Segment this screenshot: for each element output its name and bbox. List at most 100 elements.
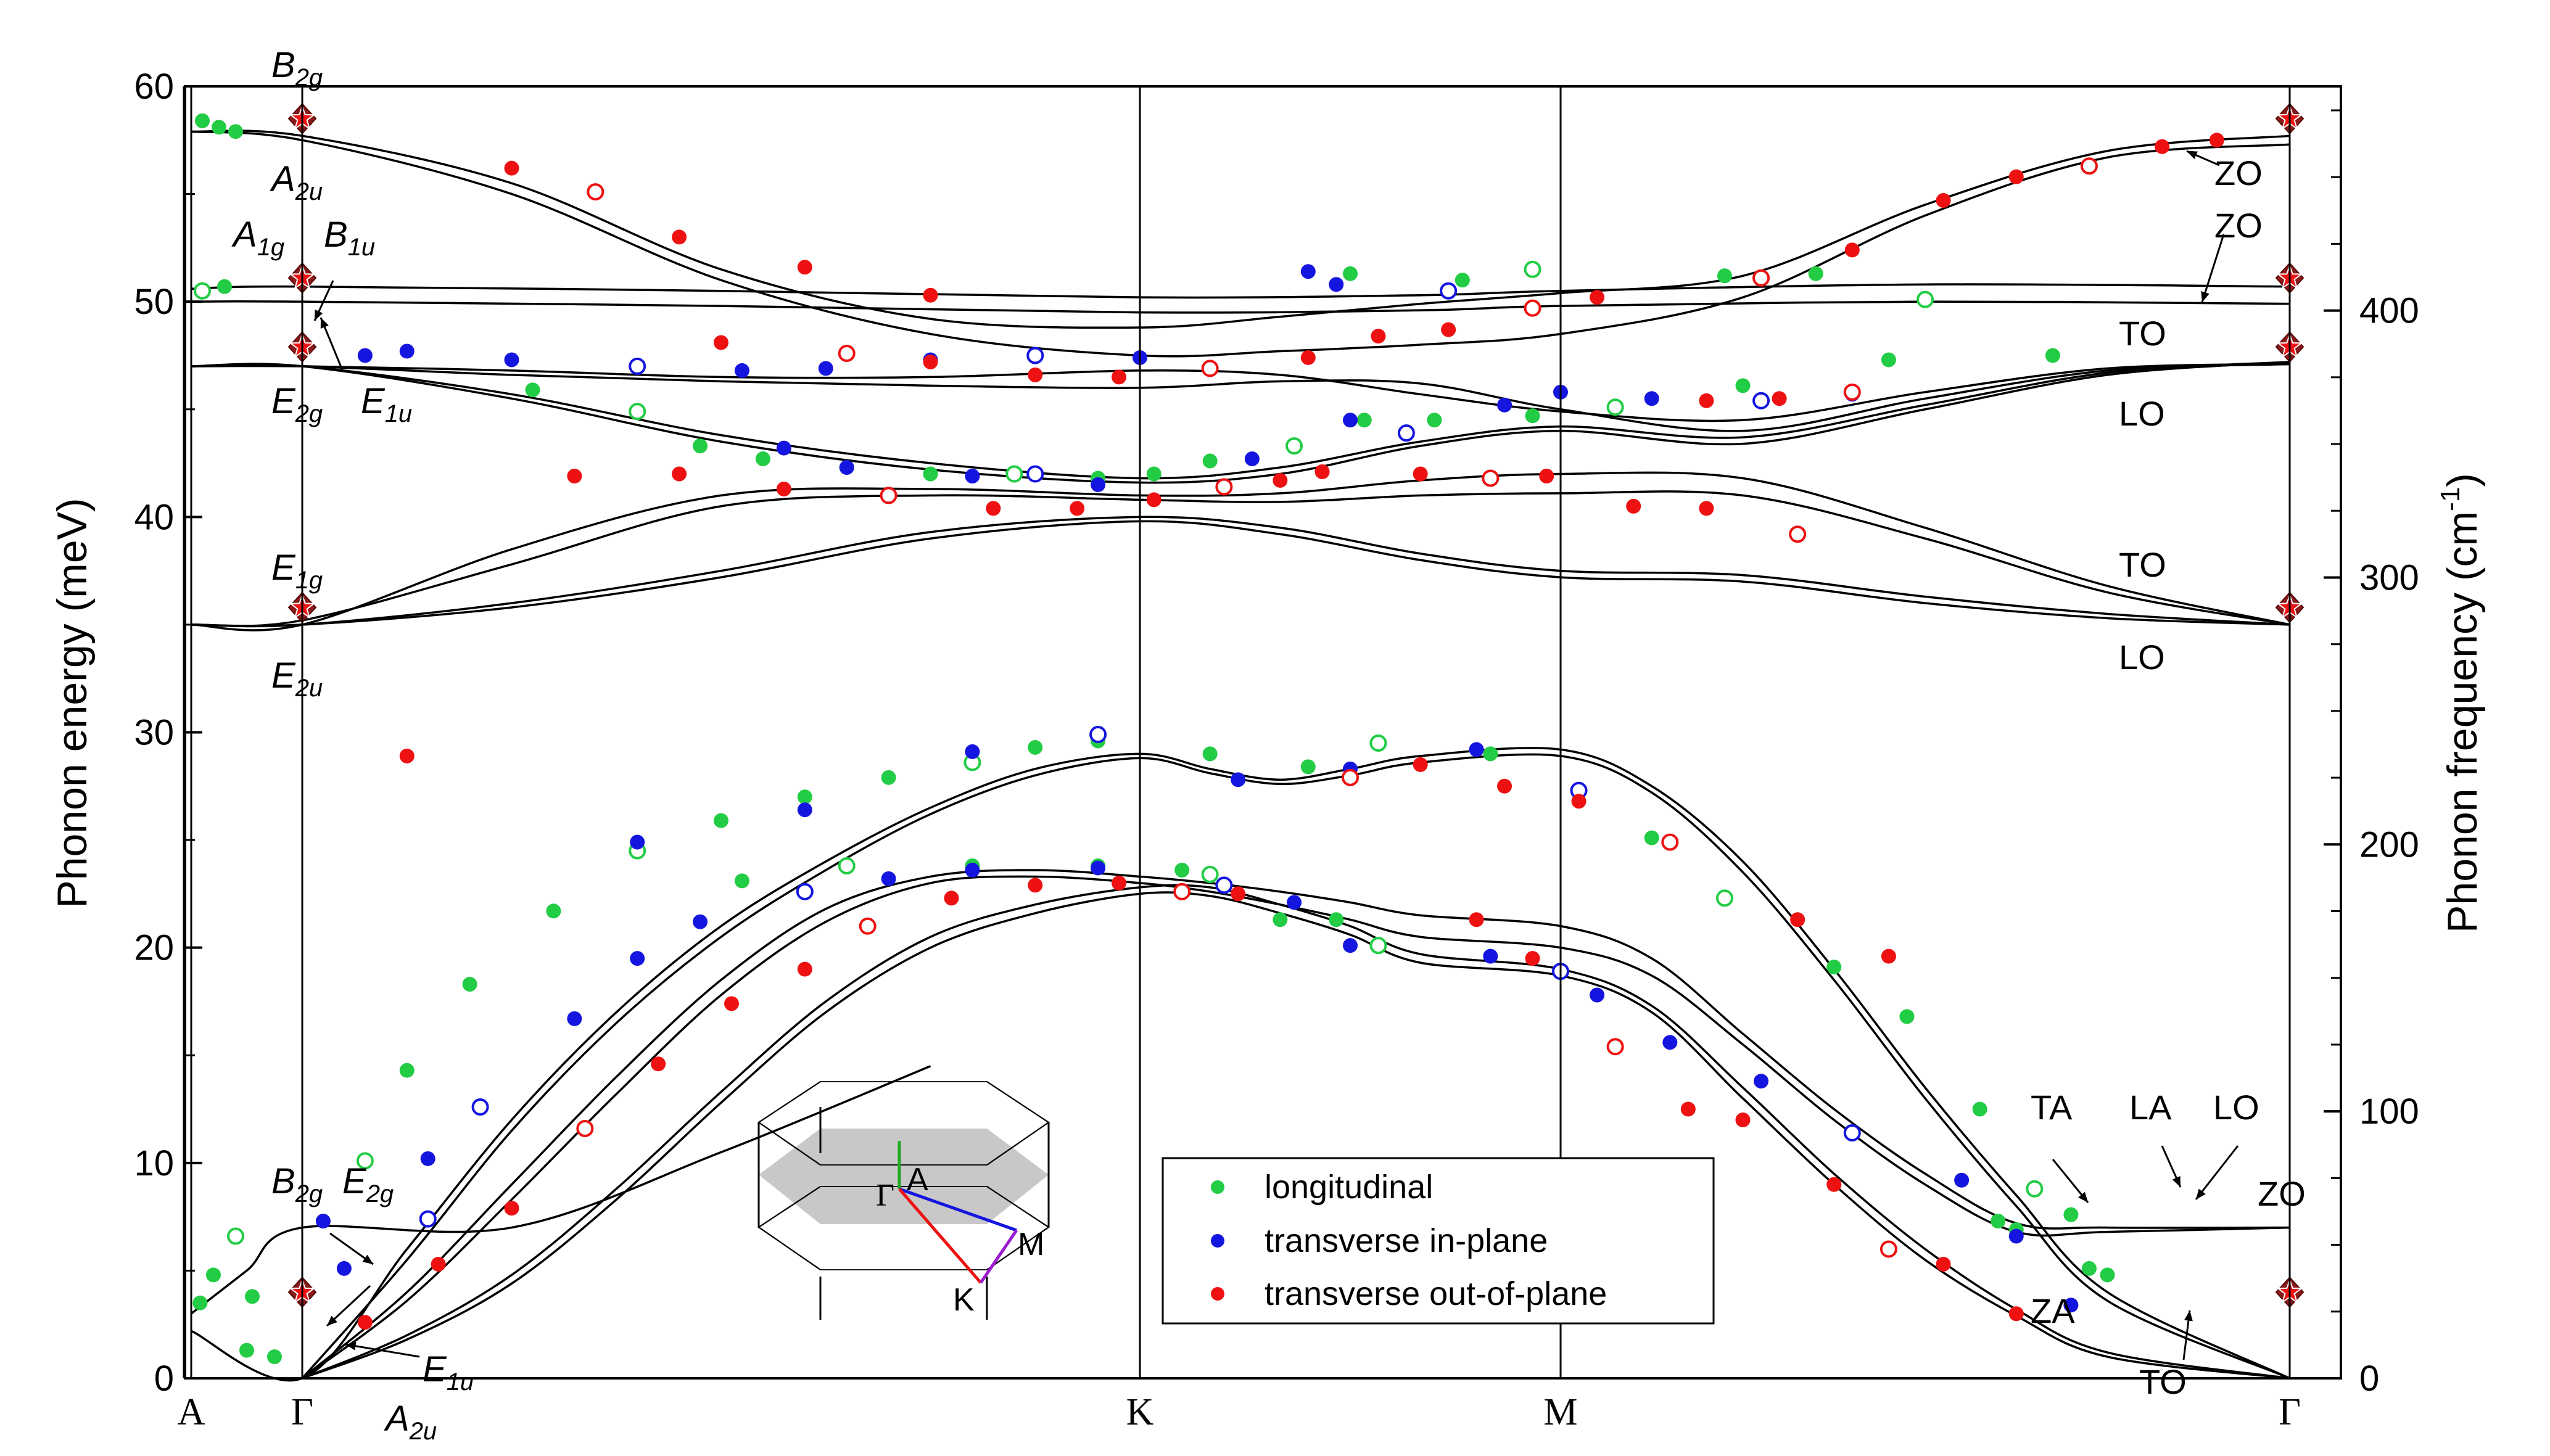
data-point xyxy=(1369,937,1387,955)
data-point xyxy=(1469,742,1484,757)
data-point xyxy=(965,468,980,483)
data-point xyxy=(630,834,645,850)
data-point xyxy=(1091,860,1106,876)
arrow-head xyxy=(362,1254,373,1264)
dispersion-curve xyxy=(191,363,2290,432)
data-point xyxy=(1244,451,1260,467)
data-point xyxy=(1369,734,1387,752)
data-point xyxy=(1441,322,1456,337)
data-point xyxy=(1413,466,1428,482)
data-point xyxy=(838,344,856,362)
data-point xyxy=(1371,329,1386,344)
data-point xyxy=(1524,260,1541,278)
data-point xyxy=(1469,912,1484,927)
data-point xyxy=(1972,1101,1987,1117)
arrow-head xyxy=(2078,1191,2088,1203)
data-point xyxy=(714,335,728,350)
data-point xyxy=(797,260,812,275)
gamma-mode-label: A1g xyxy=(231,215,284,261)
data-point xyxy=(2100,1267,2115,1283)
data-point xyxy=(2081,1261,2097,1276)
dispersion-curve xyxy=(191,300,2290,314)
data-point xyxy=(1454,273,1470,288)
data-point xyxy=(1231,772,1246,788)
gamma-mode-label: B2g xyxy=(271,1161,323,1207)
data-point xyxy=(245,1289,260,1304)
data-point xyxy=(1790,912,1805,927)
data-point xyxy=(629,403,646,421)
gamma-mode-label: E1u xyxy=(423,1349,474,1396)
data-point xyxy=(2063,1298,2079,1313)
data-point xyxy=(1202,453,1218,469)
arrow-head xyxy=(2201,291,2210,302)
inset-a-label: A xyxy=(907,1162,928,1198)
branch-label: TA xyxy=(2031,1088,2073,1127)
left-tick-label: 20 xyxy=(134,928,174,968)
data-point xyxy=(546,903,561,919)
legend-label-longitudinal: longitudinal xyxy=(1265,1169,1433,1206)
data-point xyxy=(1752,392,1770,409)
data-point xyxy=(1525,951,1540,966)
data-point xyxy=(576,1119,594,1137)
data-point xyxy=(1201,360,1219,377)
data-point xyxy=(965,862,980,878)
data-point xyxy=(1844,242,1860,258)
data-point xyxy=(1899,1009,1915,1024)
data-point xyxy=(267,1349,282,1365)
data-point xyxy=(239,1343,254,1358)
data-point xyxy=(923,354,938,369)
data-point xyxy=(1091,477,1106,492)
right-axis-title-sup: -1 xyxy=(2435,487,2465,511)
data-point xyxy=(1699,393,1714,408)
data-point xyxy=(1497,397,1512,413)
data-point xyxy=(525,382,540,398)
inset-k-label: K xyxy=(953,1282,975,1318)
inset-gamma-label: Γ xyxy=(876,1178,894,1213)
left-tick-label: 60 xyxy=(134,67,174,107)
data-point xyxy=(399,1063,415,1078)
data-point xyxy=(1413,757,1428,772)
data-point xyxy=(1287,895,1302,910)
data-point xyxy=(923,466,938,482)
gamma-mode-label: B2g xyxy=(271,45,323,91)
legend-marker-longitudinal xyxy=(1211,1180,1224,1194)
data-point xyxy=(965,744,980,759)
data-point xyxy=(1715,889,1733,907)
data-point xyxy=(1606,398,1624,416)
data-point xyxy=(399,343,415,359)
data-point xyxy=(776,481,791,496)
data-point xyxy=(881,770,896,785)
data-point xyxy=(1680,1101,1696,1117)
data-point xyxy=(693,914,708,929)
gamma-mode-label: E1u xyxy=(361,381,412,427)
branch-label: LO xyxy=(2119,638,2165,677)
dispersion-curve xyxy=(191,471,2290,631)
gamma-k-path xyxy=(898,1188,982,1284)
data-point xyxy=(1005,465,1023,483)
data-point xyxy=(1215,478,1233,496)
data-point xyxy=(195,113,210,128)
data-point xyxy=(1112,369,1127,385)
data-point xyxy=(734,363,749,378)
left-tick-label: 50 xyxy=(134,282,174,322)
data-point xyxy=(1173,882,1191,900)
data-point xyxy=(1483,746,1498,762)
data-point xyxy=(1146,466,1162,482)
data-point xyxy=(923,287,938,303)
data-point xyxy=(1146,492,1162,508)
right-tick-label: 300 xyxy=(2359,557,2419,598)
data-point xyxy=(1752,269,1770,287)
data-point xyxy=(986,501,1001,516)
data-point xyxy=(1525,408,1540,424)
data-point xyxy=(420,1151,435,1166)
gamma-mode-label: B1u xyxy=(324,215,375,261)
data-point xyxy=(2063,1207,2079,1222)
branch-label: ZO xyxy=(2214,154,2263,192)
data-point xyxy=(2008,169,2024,184)
dispersion-curve xyxy=(301,869,2290,1380)
branch-label: LO xyxy=(2213,1088,2259,1127)
data-point xyxy=(212,120,226,135)
arrow-head xyxy=(2184,1310,2193,1322)
data-point xyxy=(587,183,604,201)
